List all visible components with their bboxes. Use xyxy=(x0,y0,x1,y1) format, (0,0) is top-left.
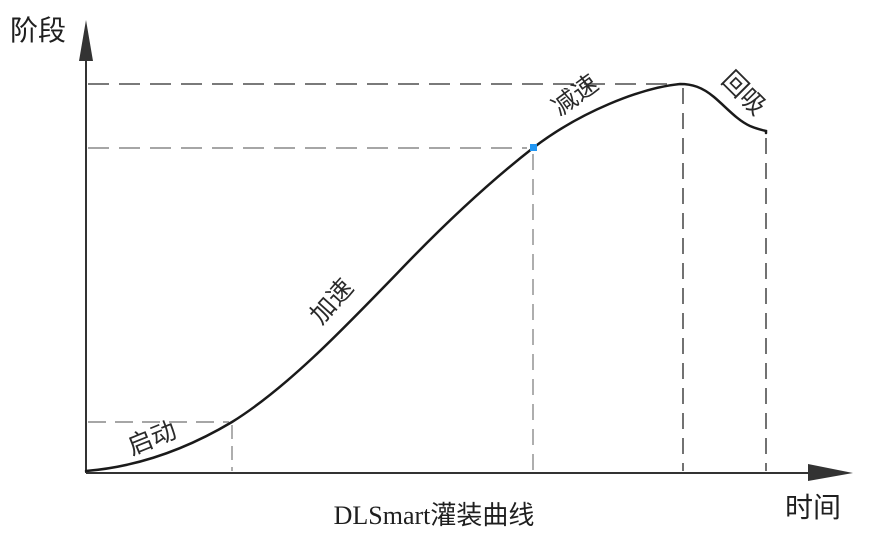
phase-label-startup: 启动 xyxy=(124,416,181,461)
phase-label-suckback: 回吸 xyxy=(716,66,770,120)
y-axis-arrow-icon xyxy=(79,20,93,61)
chart-title: DLSmart灌装曲线 xyxy=(334,501,535,530)
y-axis-label: 阶段 xyxy=(10,15,66,47)
curve-marker-point xyxy=(530,144,537,151)
x-axis-label: 时间 xyxy=(785,492,841,524)
x-axis-arrow-icon xyxy=(808,464,853,481)
filling-curve-path xyxy=(84,82,768,473)
phase-label-deceleration: 减速 xyxy=(547,70,604,122)
